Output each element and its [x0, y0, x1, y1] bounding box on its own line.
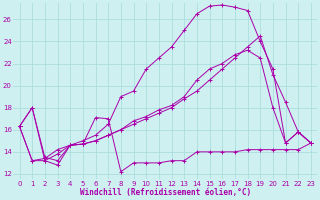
X-axis label: Windchill (Refroidissement éolien,°C): Windchill (Refroidissement éolien,°C) [80, 188, 251, 197]
